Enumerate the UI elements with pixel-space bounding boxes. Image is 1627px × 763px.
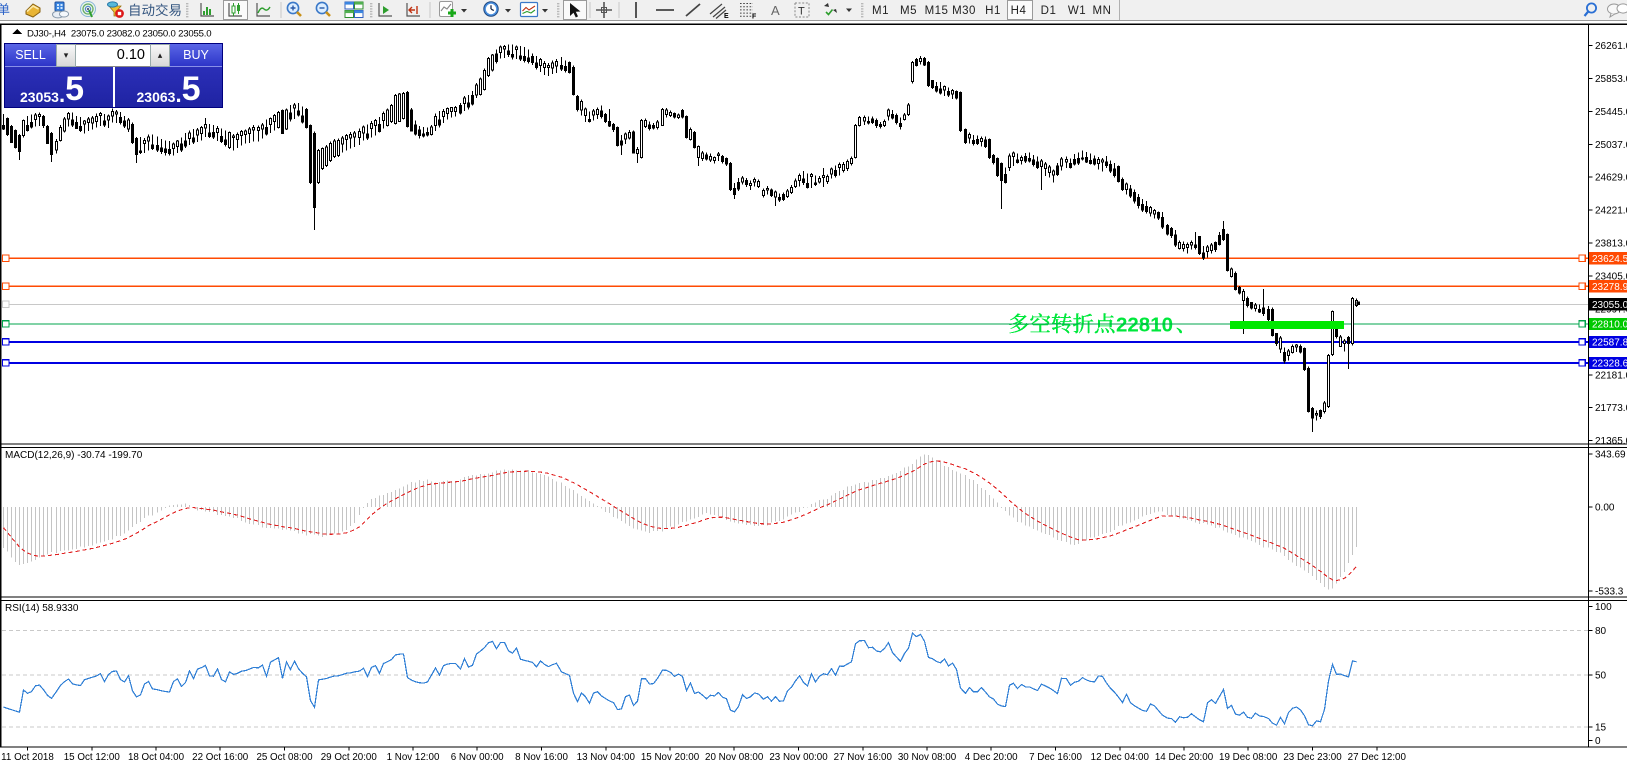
- svg-text:23278.9: 23278.9: [1592, 282, 1627, 293]
- svg-text:6 Nov 00:00: 6 Nov 00:00: [451, 752, 504, 763]
- svg-text:E: E: [724, 13, 729, 20]
- svg-text:25 Oct 08:00: 25 Oct 08:00: [256, 752, 313, 763]
- svg-text:22328.6: 22328.6: [1592, 359, 1627, 370]
- svg-text:M5: M5: [900, 5, 917, 17]
- svg-text:23813.0: 23813.0: [1595, 239, 1627, 250]
- svg-text:15 Nov 20:00: 15 Nov 20:00: [641, 752, 700, 763]
- svg-text:29 Oct 20:00: 29 Oct 20:00: [321, 752, 378, 763]
- svg-text:0.00: 0.00: [1595, 503, 1615, 514]
- svg-text:25445.0: 25445.0: [1595, 107, 1627, 118]
- svg-text:7 Dec 16:00: 7 Dec 16:00: [1029, 752, 1082, 763]
- svg-text:22810: 22810: [1116, 314, 1173, 337]
- svg-text:22587.8: 22587.8: [1592, 338, 1627, 349]
- svg-text:15: 15: [1595, 722, 1607, 733]
- svg-text:4 Dec 20:00: 4 Dec 20:00: [965, 752, 1018, 763]
- svg-text:23 Dec 23:00: 23 Dec 23:00: [1283, 752, 1342, 763]
- svg-text:MN: MN: [1093, 5, 1112, 17]
- svg-text:13 Nov 04:00: 13 Nov 04:00: [577, 752, 636, 763]
- svg-text:23055.0: 23055.0: [1592, 300, 1627, 311]
- svg-text:19 Dec 08:00: 19 Dec 08:00: [1219, 752, 1278, 763]
- svg-text:W1: W1: [1068, 5, 1086, 17]
- svg-text:24629.0: 24629.0: [1595, 173, 1627, 184]
- svg-text:1 Nov 12:00: 1 Nov 12:00: [387, 752, 440, 763]
- svg-text:100: 100: [1595, 602, 1612, 613]
- svg-text:H1: H1: [985, 5, 1001, 17]
- svg-text:23 Nov 00:00: 23 Nov 00:00: [769, 752, 828, 763]
- svg-text:DJ30-,H4 23075.0 23082.0 2305: DJ30-,H4 23075.0 23082.0 23050.0 23055.0: [27, 29, 211, 40]
- svg-text:25037.0: 25037.0: [1595, 140, 1627, 151]
- svg-text:27 Dec 12:00: 27 Dec 12:00: [1348, 752, 1407, 763]
- svg-text:14 Dec 20:00: 14 Dec 20:00: [1155, 752, 1214, 763]
- svg-text:M30: M30: [952, 5, 976, 17]
- svg-text:RSI(14) 58.9330: RSI(14) 58.9330: [5, 603, 79, 614]
- svg-text:22181.0: 22181.0: [1595, 370, 1627, 381]
- svg-text:26261.0: 26261.0: [1595, 41, 1627, 52]
- svg-text:18 Oct 04:00: 18 Oct 04:00: [128, 752, 185, 763]
- svg-text:F: F: [752, 14, 757, 21]
- svg-text:80: 80: [1595, 626, 1607, 637]
- svg-text:22810.0: 22810.0: [1592, 320, 1627, 331]
- svg-text:12 Dec 04:00: 12 Dec 04:00: [1091, 752, 1150, 763]
- svg-text:25853.0: 25853.0: [1595, 74, 1627, 85]
- svg-text:20 Nov 08:00: 20 Nov 08:00: [705, 752, 764, 763]
- svg-text:11 Oct 2018: 11 Oct 2018: [1, 752, 54, 763]
- svg-text:D1: D1: [1041, 5, 1057, 17]
- svg-text:30 Nov 08:00: 30 Nov 08:00: [898, 752, 957, 763]
- svg-text:T: T: [798, 6, 805, 18]
- svg-text:8 Nov 16:00: 8 Nov 16:00: [515, 752, 568, 763]
- svg-text:23405.0: 23405.0: [1595, 272, 1627, 283]
- svg-text:-533.3: -533.3: [1595, 587, 1624, 598]
- svg-text:M15: M15: [925, 5, 949, 17]
- svg-text:24221.0: 24221.0: [1595, 206, 1627, 217]
- svg-text:23624.5: 23624.5: [1592, 254, 1627, 265]
- svg-text:A: A: [771, 3, 780, 18]
- svg-text:22 Oct 16:00: 22 Oct 16:00: [192, 752, 249, 763]
- svg-text:MACD(12,26,9) -30.74 -199.70: MACD(12,26,9) -30.74 -199.70: [5, 450, 143, 461]
- svg-text:343.69: 343.69: [1595, 450, 1626, 461]
- svg-text:27 Nov 16:00: 27 Nov 16:00: [834, 752, 893, 763]
- svg-text:21773.0: 21773.0: [1595, 403, 1627, 414]
- svg-text:H4: H4: [1011, 5, 1027, 17]
- svg-text:M1: M1: [872, 5, 889, 17]
- svg-text:0: 0: [1595, 736, 1601, 747]
- svg-text:50: 50: [1595, 671, 1607, 682]
- svg-text:21365.0: 21365.0: [1595, 436, 1627, 447]
- svg-text:15 Oct 12:00: 15 Oct 12:00: [64, 752, 121, 763]
